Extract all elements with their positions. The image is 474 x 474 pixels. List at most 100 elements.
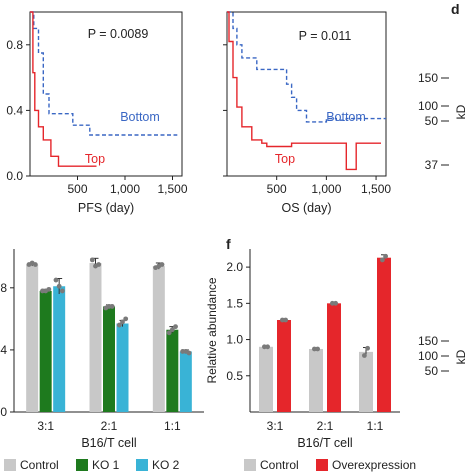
f-data-point bbox=[265, 344, 270, 350]
f-y-axis-label: Relative abundance bbox=[205, 277, 219, 383]
legend-swatch-control bbox=[244, 459, 256, 471]
e-data-point bbox=[166, 330, 172, 336]
pfs-series-bottom-line bbox=[30, 11, 178, 136]
e-data-point bbox=[173, 324, 178, 330]
f-data-point bbox=[380, 257, 385, 263]
legend-swatch-control bbox=[4, 459, 16, 471]
panel-label-d: d bbox=[451, 1, 460, 17]
f-y-tick-label: 1.0 bbox=[226, 333, 243, 347]
e-bar-control-2 bbox=[152, 266, 165, 412]
e-y-tick-label: .8 bbox=[0, 281, 7, 295]
e-data-point bbox=[32, 262, 38, 267]
f-data-point bbox=[362, 353, 367, 358]
os-plot-frame bbox=[226, 11, 387, 177]
os-series-top-line bbox=[227, 11, 381, 171]
e-data-point bbox=[46, 286, 52, 292]
f-bar-control-2 bbox=[359, 351, 373, 412]
e-bar-ko-2-2 bbox=[179, 351, 192, 412]
pfs-survival-chart: 500 1,000 1,500 0.0 0.4 0.8 PFS (day) P = 0.008… bbox=[6, 11, 188, 215]
e-data-point bbox=[159, 262, 165, 267]
pfs-p-value: P = 0.0089 bbox=[88, 27, 149, 41]
e-data-point bbox=[56, 283, 62, 289]
kd-unit-label: kD bbox=[454, 104, 468, 119]
f-data-point bbox=[365, 345, 370, 351]
f-x-tick-label: 3:1 bbox=[267, 419, 284, 433]
e-data-point bbox=[109, 304, 115, 309]
e-data-point bbox=[120, 319, 125, 325]
pfs-x-tick-label: 500 bbox=[67, 182, 87, 196]
e-x-tick-label: 3:1 bbox=[37, 419, 54, 433]
legend-label-ko-2: KO 2 bbox=[152, 458, 180, 472]
e-data-point bbox=[53, 277, 59, 283]
e-data-point bbox=[59, 288, 65, 294]
e-x-tick-label: 1:1 bbox=[164, 419, 181, 433]
legends: Control KO 1 KO 2 Control Overexpression bbox=[4, 458, 416, 472]
e-bar-control-1 bbox=[89, 262, 102, 412]
os-x-tick-label: 1,000 bbox=[311, 182, 341, 196]
f-bar-overexpression-0 bbox=[277, 319, 291, 412]
pfs-series-top-line bbox=[30, 11, 97, 167]
e-data-point bbox=[116, 322, 122, 328]
f-bar-overexpression-1 bbox=[327, 303, 341, 412]
e-bar-ko-1-1 bbox=[103, 306, 115, 412]
kd-marker-label: 37 bbox=[425, 158, 439, 172]
os-series-label-bottom: Bottom bbox=[326, 110, 366, 124]
e-data-point bbox=[169, 327, 175, 333]
f-bar-control-1 bbox=[309, 348, 323, 412]
legend-swatch-ko-1 bbox=[76, 459, 88, 471]
kd-unit-label: kD bbox=[454, 349, 468, 364]
panel-e-bar-chart: .0 .4 .8 3:1 2:1 1:1 B16/T cell bbox=[0, 249, 204, 450]
os-survival-chart: 500 1,000 1,500 OS (day) P = 0.011 Bottom Top bbox=[223, 11, 391, 215]
panel-label-f: f bbox=[226, 236, 231, 252]
kd-marker-label: 150 bbox=[418, 334, 438, 348]
os-series-label-top: Top bbox=[275, 152, 295, 166]
legend-label-ko-1: KO 1 bbox=[92, 458, 120, 472]
e-data-point bbox=[96, 262, 102, 267]
pfs-x-axis-label: PFS (day) bbox=[78, 201, 134, 215]
legend-label-overexpression: Overexpression bbox=[332, 458, 416, 472]
f-data-point bbox=[315, 346, 320, 352]
os-x-tick-label: 1,500 bbox=[361, 182, 391, 196]
panel-f-bar-chart: 0.5 1.0 1.5 2.0 3:1 2:1 1:1 B16/T cell Relative … bbox=[205, 249, 400, 450]
pfs-series-label-top: Top bbox=[85, 152, 105, 166]
e-y-tick-label: .0 bbox=[0, 405, 7, 419]
pfs-y-tick-label: 0.4 bbox=[6, 103, 23, 117]
f-bar-overexpression-2 bbox=[377, 257, 391, 412]
legend-label-control: Control bbox=[260, 458, 299, 472]
e-data-point bbox=[89, 257, 95, 263]
pfs-x-tick-label: 1,500 bbox=[157, 182, 187, 196]
f-y-tick-label: 1.5 bbox=[226, 296, 243, 310]
pfs-plot-frame bbox=[29, 11, 183, 177]
e-bar-ko-1-2 bbox=[166, 329, 179, 412]
f-y-tick-label: 0.5 bbox=[226, 369, 243, 383]
f-data-point bbox=[333, 300, 338, 306]
f-x-tick-label: 1:1 bbox=[367, 419, 384, 433]
legend-swatch-ko-2 bbox=[136, 459, 148, 471]
kd-marker-label: 50 bbox=[425, 114, 439, 128]
e-y-tick-label: .4 bbox=[0, 343, 7, 357]
f-x-tick-label: 2:1 bbox=[317, 419, 334, 433]
e-data-point bbox=[123, 316, 129, 322]
e-bar-ko-1-0 bbox=[39, 290, 52, 412]
e-x-tick-label: 2:1 bbox=[101, 419, 118, 433]
e-bar-ko-2-1 bbox=[116, 323, 129, 412]
kd-marker-label: 100 bbox=[418, 349, 438, 363]
e-bar-ko-2-0 bbox=[53, 286, 66, 412]
f-data-point bbox=[383, 253, 388, 259]
pfs-y-tick-label: 0.8 bbox=[6, 38, 23, 52]
f-y-tick-label: 2.0 bbox=[226, 260, 243, 274]
os-x-axis-label: OS (day) bbox=[281, 201, 331, 215]
os-p-value: P = 0.011 bbox=[299, 29, 352, 43]
f-bar-control-0 bbox=[259, 346, 273, 412]
e-bar-control-0 bbox=[26, 264, 39, 412]
legend-label-control: Control bbox=[20, 458, 59, 472]
legend-swatch-overexpression bbox=[316, 459, 328, 471]
e-data-point bbox=[186, 350, 192, 356]
e-x-axis-label: B16/T cell bbox=[81, 436, 136, 450]
os-x-tick-label: 500 bbox=[267, 182, 287, 196]
kd-marker-label: 50 bbox=[425, 364, 439, 378]
pfs-y-tick-label: 0.0 bbox=[6, 169, 23, 183]
pfs-x-tick-label: 1,000 bbox=[110, 182, 140, 196]
